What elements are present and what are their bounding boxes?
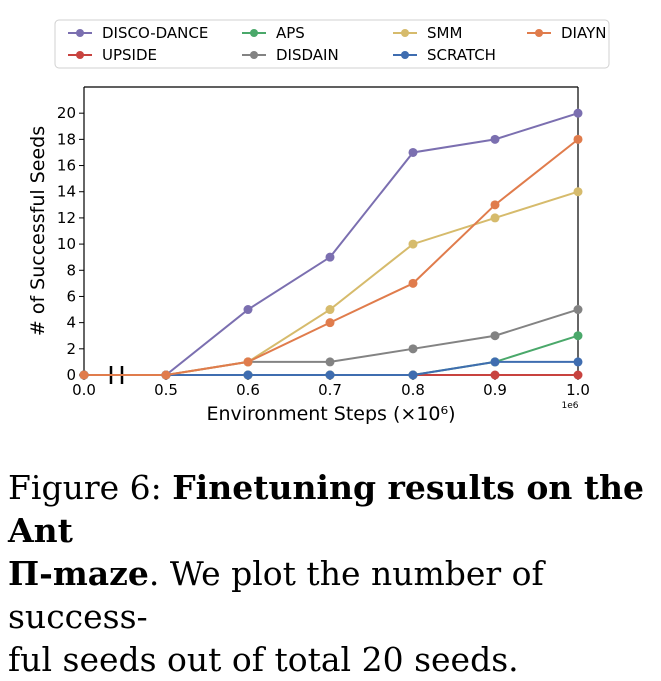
data-point xyxy=(325,318,335,328)
data-point xyxy=(408,239,418,249)
x-axis-label: Environment Steps (×10⁶) xyxy=(206,403,455,425)
y-tick-label: 20 xyxy=(57,104,76,122)
x-tick-label: 0.5 xyxy=(154,381,178,399)
data-point xyxy=(490,331,500,341)
legend-label: DIAYN xyxy=(561,24,606,42)
legend-label: DISCO-DANCE xyxy=(102,24,208,42)
legend-marker xyxy=(76,29,84,37)
data-point xyxy=(490,200,500,210)
caption-body-2: ful seeds out of total 20 seeds. xyxy=(8,640,519,679)
data-point xyxy=(325,305,335,315)
y-tick-label: 14 xyxy=(57,183,76,201)
legend-label: SCRATCH xyxy=(427,46,496,64)
x-tick-label: 0.7 xyxy=(318,381,342,399)
data-point xyxy=(573,370,583,380)
data-point xyxy=(79,370,89,380)
y-tick-label: 0 xyxy=(66,366,76,384)
legend: DISCO-DANCE UPSIDE APS DISDAIN SMM SCRATCH DIA… xyxy=(54,19,610,69)
y-tick-label: 18 xyxy=(57,130,76,148)
series-line xyxy=(84,334,579,376)
caption-line-3: ful seeds out of total 20 seeds. xyxy=(8,638,658,681)
x-tick-label: 0.6 xyxy=(236,381,260,399)
figure-label: Figure 6: xyxy=(8,468,162,507)
data-point xyxy=(490,370,500,380)
legend-marker xyxy=(535,29,543,37)
legend-marker xyxy=(76,51,84,59)
x-tick-label: 0.9 xyxy=(483,381,507,399)
y-axis-label: # of Successful Seeds xyxy=(27,126,49,336)
x-tick-label: 1.0 xyxy=(566,381,590,399)
data-point xyxy=(325,370,335,380)
y-tick-label: 8 xyxy=(66,261,76,279)
y-tick-label: 16 xyxy=(57,157,76,175)
legend-label: DISDAIN xyxy=(276,46,339,64)
data-point xyxy=(573,331,583,341)
data-point xyxy=(573,108,583,118)
data-point xyxy=(243,357,253,367)
data-point xyxy=(573,187,583,197)
caption-line-1: Figure 6: Finetuning results on the Ant xyxy=(8,466,658,552)
data-point xyxy=(408,147,418,157)
data-point xyxy=(243,370,253,380)
caption-title-cont: Π-maze xyxy=(8,554,149,593)
legend-marker xyxy=(401,51,409,59)
data-point xyxy=(573,134,583,144)
caption-title: Finetuning results on the Ant xyxy=(8,468,645,550)
data-point xyxy=(325,357,335,367)
plot-area: 0 2 4 6 8 10 12 14 16 18 20 0.0 0.5 0.6 0.7 0.8 0.9 1.0 1e… xyxy=(27,86,590,425)
legend-marker xyxy=(250,29,258,37)
line-chart: DISCO-DANCE UPSIDE APS DISDAIN SMM SCRATCH DIA… xyxy=(27,19,610,425)
series-line xyxy=(84,190,579,376)
legend-marker xyxy=(250,51,258,59)
x-offset-label: 1e6 xyxy=(562,401,579,411)
data-point xyxy=(408,344,418,354)
y-tick-label: 6 xyxy=(66,287,76,305)
legend-frame xyxy=(54,19,610,69)
x-tick-label: 0.8 xyxy=(401,381,425,399)
legend-label: APS xyxy=(276,24,305,42)
data-point xyxy=(408,278,418,288)
y-tick-label: 12 xyxy=(57,209,76,227)
data-point xyxy=(161,370,171,380)
data-point xyxy=(325,252,335,262)
x-tick-label: 0.0 xyxy=(72,381,96,399)
data-point xyxy=(573,305,583,315)
legend-label: SMM xyxy=(427,24,462,42)
series-line xyxy=(84,112,579,376)
data-point xyxy=(408,370,418,380)
data-point xyxy=(490,213,500,223)
legend-label: UPSIDE xyxy=(102,46,157,64)
y-tick-label: 10 xyxy=(57,235,76,253)
data-point xyxy=(243,305,253,315)
data-point xyxy=(490,357,500,367)
y-tick-label: 4 xyxy=(66,314,76,332)
caption-line-2: Π-maze. We plot the number of success- xyxy=(8,552,658,638)
figure-caption: Figure 6: Finetuning results on the Ant … xyxy=(8,466,658,681)
data-point xyxy=(573,357,583,367)
legend-marker xyxy=(401,29,409,37)
y-tick-label: 2 xyxy=(66,340,76,358)
data-point xyxy=(490,134,500,144)
